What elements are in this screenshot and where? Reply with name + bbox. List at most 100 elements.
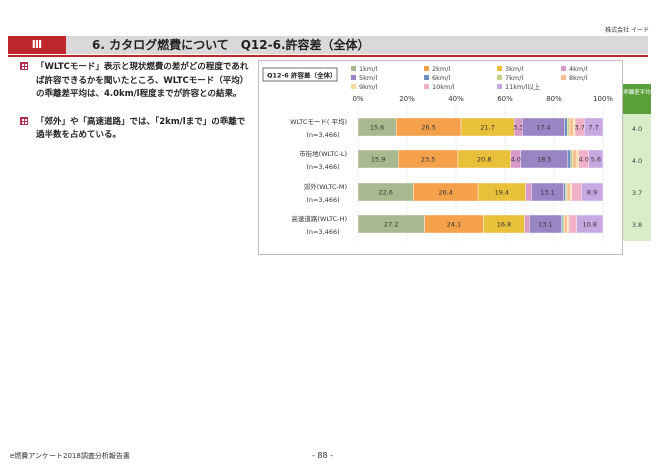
data-label: 27.2 <box>384 221 398 229</box>
company-name: 株式会社 イード <box>605 27 649 34</box>
legend-swatch <box>561 66 566 71</box>
data-label: 26.4 <box>438 189 452 197</box>
bar-segment <box>576 214 604 234</box>
legend-swatch <box>351 75 356 80</box>
bar-segment <box>566 182 571 202</box>
category-n-label: (n=3,466) <box>306 163 339 171</box>
category-label: 郊外(WLTC-M) <box>304 182 347 191</box>
bullet-item: 「WLTCモード」表示と現状燃費の差がどの程度であれば許容できるかを聞いたところ… <box>20 61 252 102</box>
data-label: 17.4 <box>536 124 550 132</box>
data-label: 23.5 <box>421 156 435 164</box>
bar-segment <box>524 214 530 234</box>
x-tick-label: 20% <box>399 95 415 103</box>
bar-segment <box>563 214 568 234</box>
legend-swatch <box>351 66 356 71</box>
legend-label: 11km/l以上 <box>505 82 541 91</box>
bar-segment <box>569 182 572 202</box>
data-label: 15.9 <box>371 156 385 164</box>
average-header: 乖離差平均 <box>623 84 651 114</box>
page-number: - 88 - <box>312 451 334 460</box>
data-label: 4.0 <box>511 156 521 164</box>
data-label: 21.7 <box>480 124 494 132</box>
x-tick-label: 80% <box>546 95 562 103</box>
legend-swatch <box>424 75 429 80</box>
data-label: 15.6 <box>370 124 384 132</box>
bullet-text: 「WLTCモード」表示と現状燃費の差がどの程度であれば許容できるかを聞いたところ… <box>36 62 249 99</box>
bullet-item: 「郊外」や「高速道路」では、「2km/lまで」の乖離で過半数を占めている。 <box>20 116 252 143</box>
bar-segment <box>569 117 574 137</box>
bar-segment <box>588 149 604 169</box>
bar-segment <box>580 182 604 202</box>
data-label: 4.0 <box>579 156 589 164</box>
legend-label: 10km/l <box>432 83 455 91</box>
data-label: 19.4 <box>495 189 509 197</box>
category-label: 高速道路(WLTC-H) <box>291 214 347 223</box>
category-n-label: (n=3,466) <box>306 228 339 236</box>
bar-segment <box>568 214 577 234</box>
category-label: 市街地(WLTC-L) <box>299 149 347 158</box>
bullet-text: 「郊外」や「高速道路」では、「2km/lまで」の乖離で過半数を占めている。 <box>36 116 246 141</box>
data-label: 7.7 <box>588 124 598 132</box>
bar-segment <box>561 214 564 234</box>
footer-report-name: e燃費アンケート2018調査分析報告書 <box>10 452 130 460</box>
bullet-list: 「WLTCモード」表示と現状燃費の差がどの程度であれば許容できるかを聞いたところ… <box>20 61 252 157</box>
legend-label: 4km/l <box>569 65 587 73</box>
legend-label: 8km/l <box>569 74 587 82</box>
data-label: 26.5 <box>421 124 435 132</box>
legend-swatch <box>424 84 429 89</box>
chart-title-box <box>262 67 338 82</box>
data-label: 13.1 <box>540 189 554 197</box>
average-value: 3.8 <box>631 221 643 229</box>
legend-label: 5km/l <box>359 74 377 82</box>
legend-label: 3km/l <box>505 65 523 73</box>
data-label: 20.8 <box>477 156 491 164</box>
data-label: 18.5 <box>537 156 551 164</box>
stacked-bar-chart: Q12-6 許容差（全体） 1km/l 2km/l 3km/l 4km/l 5km/l 6k… <box>262 65 613 242</box>
average-value: 3.7 <box>631 189 643 197</box>
data-label: 3.7 <box>574 124 584 132</box>
legend-swatch <box>561 75 566 80</box>
bar-segment <box>572 149 577 169</box>
category-label: WLTCモード( 平均) <box>290 117 347 126</box>
bar-segment <box>567 149 571 169</box>
data-label: 13.1 <box>538 221 552 229</box>
data-label: 16.8 <box>497 221 511 229</box>
x-tick-label: 100% <box>593 95 613 103</box>
x-tick-label: 0% <box>352 95 363 103</box>
bar-segment <box>570 149 574 169</box>
category-n-label: (n=3,466) <box>306 131 339 139</box>
legend-swatch <box>497 75 502 80</box>
legend-swatch <box>497 84 502 89</box>
legend-label: 1km/l <box>359 65 377 73</box>
section-number: Ⅲ <box>8 36 66 54</box>
bar-segment <box>525 182 532 202</box>
bar-segment <box>567 117 570 137</box>
bar-segment <box>567 214 570 234</box>
x-tick-label: 40% <box>448 95 464 103</box>
legend-label: 6km/l <box>432 74 450 82</box>
bar-segment <box>565 182 568 202</box>
category-n-label: (n=3,466) <box>306 196 339 204</box>
average-value: 4.0 <box>631 157 643 165</box>
bar-segment <box>563 182 566 202</box>
legend-swatch <box>497 66 502 71</box>
page-title: 6. カタログ燃費について Q12-6.許容差（全体） <box>66 36 648 54</box>
bar-segment <box>564 117 568 137</box>
data-label: 24.1 <box>447 221 461 229</box>
grid-bullet-icon <box>20 62 28 70</box>
legend-swatch <box>351 84 356 89</box>
legend-swatch <box>424 66 429 71</box>
x-tick-label: 60% <box>497 95 513 103</box>
chart-title: Q12-6 許容差（全体） <box>267 71 337 80</box>
grid-bullet-icon <box>20 116 28 125</box>
data-label: 3.3 <box>513 124 523 132</box>
legend-label: 9km/l <box>359 83 377 91</box>
bar-segment <box>571 182 582 202</box>
average-value: 4.0 <box>631 125 643 133</box>
chart-panel: Q12-6 許容差（全体） 1km/l 2km/l 3km/l 4km/l 5km/l 6k… <box>258 60 623 255</box>
title-underline <box>8 55 648 57</box>
title-bar: Ⅲ 6. カタログ燃費について Q12-6.許容差（全体） <box>8 36 648 54</box>
data-label: 5.6 <box>591 156 601 164</box>
data-label: 22.6 <box>378 189 392 197</box>
data-label: 10.8 <box>583 221 597 229</box>
